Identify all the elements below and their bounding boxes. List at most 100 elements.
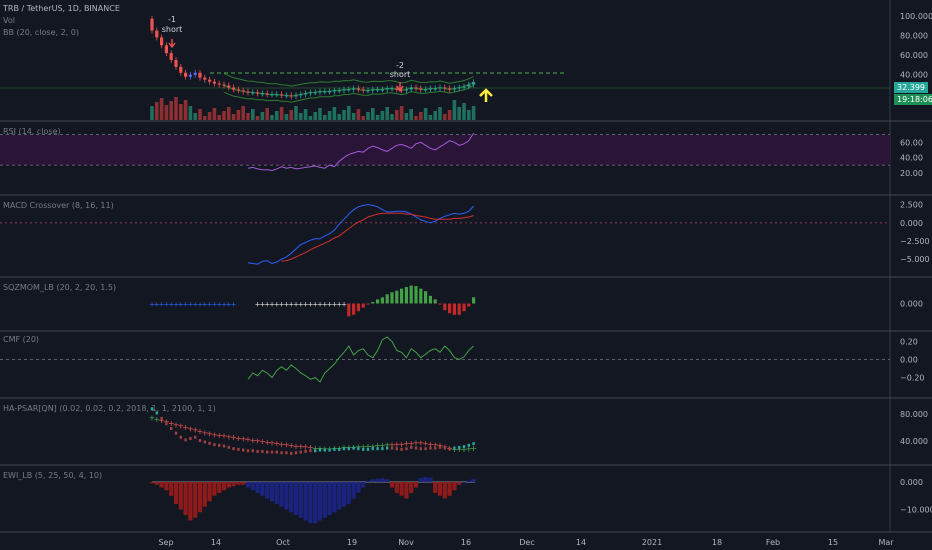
psar-dot: +: [177, 422, 184, 431]
main-y-tick-label: 80.000: [900, 31, 928, 40]
psar-dot: +: [278, 440, 285, 449]
ha-candle: [462, 445, 466, 449]
volume-bar: [212, 108, 217, 120]
volume-bar: [203, 116, 207, 120]
candle-body: [376, 89, 380, 91]
ewi-histogram-bar: [255, 482, 260, 493]
sqz-histogram-bar: [404, 287, 408, 304]
sqz-legend: SQZMOM_LB (20, 2, 20, 1.5): [3, 283, 117, 292]
volume-bar: [380, 111, 385, 120]
ha-candle: [410, 445, 413, 449]
ewi-histogram-bar: [365, 480, 371, 482]
candle-body: [419, 88, 423, 90]
ha-candle: [333, 447, 336, 451]
volume-bar: [188, 106, 193, 120]
psar-dot: +: [365, 442, 372, 451]
volume-bar: [193, 113, 197, 120]
ha-candle: [165, 422, 168, 426]
psar-dot: +: [216, 431, 223, 440]
ewi-histogram-bar: [332, 482, 337, 513]
candle-body: [467, 84, 471, 87]
candle-body: [299, 94, 303, 96]
ha-candle: [189, 437, 192, 441]
volume-bar: [419, 112, 423, 120]
volume-bar: [467, 110, 471, 120]
volume-bar: [227, 107, 231, 120]
bb-lower-band: [223, 84, 474, 103]
ha-candle: [434, 446, 437, 450]
volume-bar: [174, 97, 178, 120]
sqz-cross-mark: +: [216, 301, 222, 309]
ewi-histogram-bar: [308, 482, 313, 524]
psar-dot: +: [307, 443, 314, 452]
ha-candle: [338, 447, 341, 451]
ha-candle: [414, 446, 418, 450]
psar-dot: +: [413, 438, 420, 447]
macd-y-tick-label: 0.000: [900, 219, 923, 228]
ha-candle: [227, 445, 230, 449]
candle-body: [179, 66, 183, 73]
candle-body: [208, 79, 212, 82]
candle-body: [366, 90, 370, 92]
ewi-histogram-bar: [188, 482, 193, 521]
ewi-y-tick-label: 0.000: [900, 478, 923, 487]
ha-candle: [342, 447, 346, 451]
ha-candle: [251, 449, 254, 453]
candle-body: [433, 88, 437, 90]
ha-candle: [347, 447, 350, 451]
sqz-histogram-bar: [366, 303, 370, 305]
sqz-cross-mark: +: [336, 301, 342, 309]
sqz-histogram-bar: [395, 290, 399, 304]
psar-dot: +: [254, 436, 261, 445]
ewi-histogram-bar: [250, 482, 255, 491]
ewi-histogram-bar: [394, 482, 399, 493]
sqz-cross-mark: +: [307, 301, 313, 309]
ha-candle: [256, 449, 259, 453]
candle-body: [424, 89, 428, 91]
sqz-cross-mark: +: [207, 301, 213, 309]
candle-body: [308, 92, 312, 94]
ha-candle: [395, 447, 398, 451]
candle-body: [462, 86, 466, 88]
volume-bar: [207, 112, 212, 120]
ha-candle: [150, 407, 154, 411]
ewi-histogram-bar: [380, 478, 385, 482]
sqz-histogram-bar: [400, 288, 404, 304]
annotation-1-text: short: [161, 25, 183, 34]
ewi-histogram-bar: [303, 482, 308, 521]
psar-legend: HA-PSAR[QN] (0.02, 0.02, 0.2, 2018, 1, 1…: [3, 404, 216, 413]
volume-bar: [323, 115, 327, 120]
volume-bar: [371, 108, 375, 120]
time-axis-label: 18: [712, 538, 722, 547]
sqz-cross-mark: +: [283, 301, 289, 309]
symbol-title: TRB / TetherUS, 1D, BINANCE: [3, 4, 120, 13]
ha-candle: [371, 447, 374, 451]
psar-dot: +: [302, 443, 309, 452]
sqz-cross-mark: +: [197, 301, 203, 309]
ewi-histogram-bar: [226, 482, 231, 488]
ewi-histogram-bar: [221, 482, 227, 491]
psar-dot: +: [403, 439, 410, 448]
candle-body: [212, 81, 216, 84]
sqz-histogram-bar: [371, 301, 375, 304]
ewi-histogram-bar: [385, 479, 390, 482]
candle-body: [452, 88, 456, 90]
sqz-cross-mark: +: [221, 301, 227, 309]
sqz-histogram-bar: [462, 303, 466, 312]
ewi-histogram-bar: [322, 482, 327, 518]
time-axis-label: Oct: [276, 538, 290, 547]
time-axis-label: 16: [461, 538, 471, 547]
ha-candle: [294, 451, 298, 455]
volume-bar: [313, 112, 317, 120]
psar-dot: +: [153, 415, 160, 424]
psar-dot: +: [149, 414, 156, 423]
psar-dot: +: [384, 441, 391, 450]
ewi-histogram-bar: [327, 482, 332, 515]
psar-dot: +: [245, 435, 252, 444]
ha-candle: [424, 447, 427, 451]
ewi-histogram-bar: [197, 482, 203, 513]
macd-signal-line: [281, 212, 474, 262]
psar-dot: +: [211, 430, 218, 439]
ha-candle: [232, 447, 235, 451]
sqz-cross-mark: +: [269, 301, 275, 309]
